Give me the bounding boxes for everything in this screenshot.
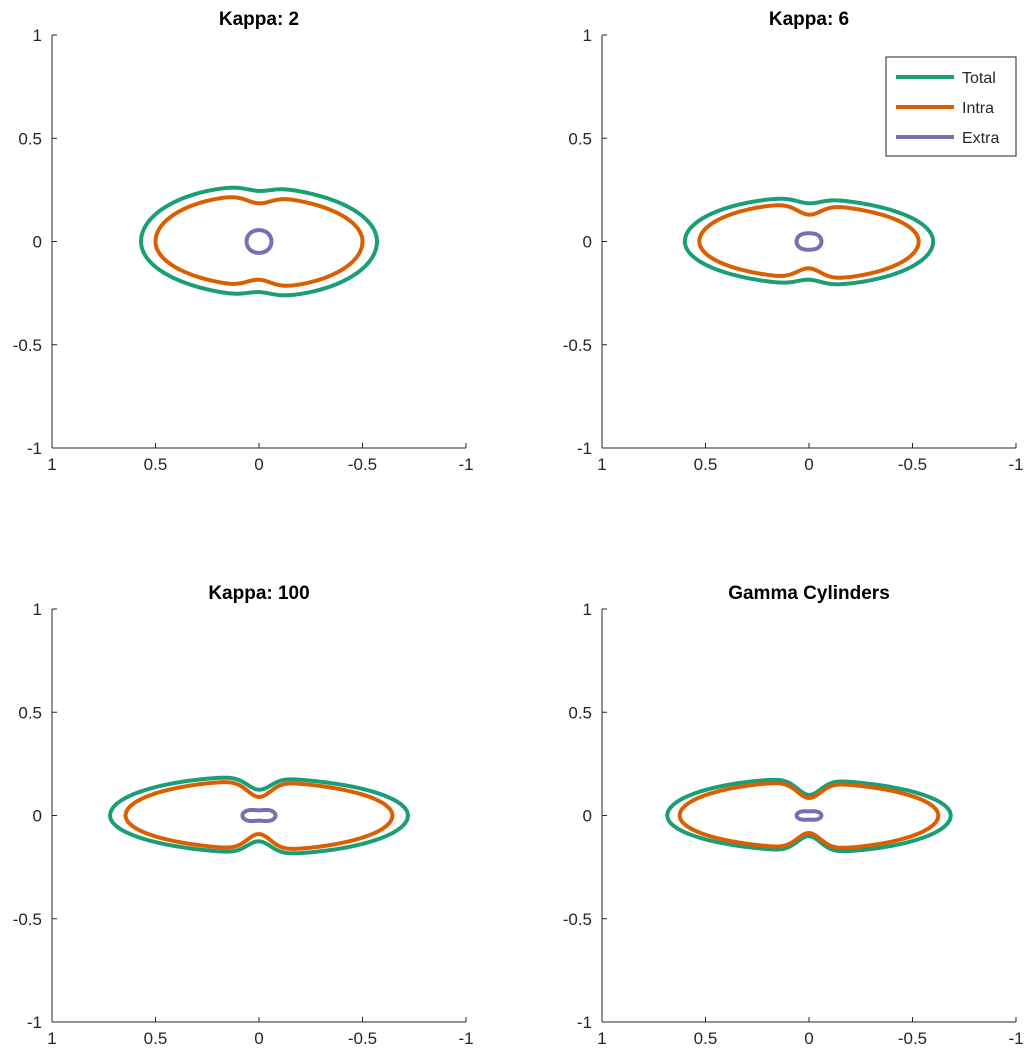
panel-kappa-100-series-extra xyxy=(240,807,278,824)
panel-kappa-2-series-intra xyxy=(153,195,365,288)
panel-kappa-100-x-tick-label: -0.5 xyxy=(348,1029,377,1048)
panel-kappa-100-y-tick-label: 0.5 xyxy=(18,703,42,722)
panel-gamma-cylinders-y-tick-label: 1 xyxy=(583,600,592,619)
panel-kappa-2-series-total xyxy=(139,185,379,298)
panel-gamma-cylinders-series-total xyxy=(665,777,953,854)
panel-gamma-cylinders-y-tick-label: -1 xyxy=(577,1013,592,1032)
panel-kappa-2: Kappa: 2 1 0.5 0 -0.5 -1 1 0.5 0 -0.5 -1 xyxy=(13,9,474,474)
panel-kappa-6-x-tick-label: 1 xyxy=(597,455,606,474)
panel-kappa-2-x-tick-label: 0 xyxy=(254,455,263,474)
panel-kappa-2-y-tick-label: -1 xyxy=(27,439,42,458)
panel-gamma-cylinders-y-tick-label: -0.5 xyxy=(563,910,592,929)
panel-gamma-cylinders-x-tick-label: -0.5 xyxy=(898,1029,927,1048)
panel-gamma-cylinders-y-tick-label: 0 xyxy=(583,807,592,826)
panel-gamma-cylinders-y-tick-label: 0.5 xyxy=(568,703,592,722)
panel-kappa-6: Kappa: 6 1 0.5 0 -0.5 -1 1 0.5 0 -0.5 -1 Total Intra… xyxy=(563,9,1024,474)
panel-kappa-2-x-tick-label: 0.5 xyxy=(144,455,168,474)
panel-kappa-6-title: Kappa: 6 xyxy=(769,9,849,30)
panel-kappa-2-y-tick-label: -0.5 xyxy=(13,336,42,355)
panel-kappa-2-y-tick-label: 1 xyxy=(33,26,42,45)
panel-kappa-6-y-tick-label: 1 xyxy=(583,26,592,45)
panel-gamma-cylinders-x-tick-label: -1 xyxy=(1008,1029,1023,1048)
panel-kappa-2-y-tick-label: 0.5 xyxy=(18,129,42,148)
panel-gamma-cylinders: Gamma Cylinders 1 0.5 0 -0.5 -1 1 0.5 0 -0.5 -1 xyxy=(563,583,1024,1048)
panel-kappa-6-series-intra xyxy=(697,203,921,280)
panel-kappa-100-y-tick-label: -0.5 xyxy=(13,910,42,929)
panel-kappa-100-title: Kappa: 100 xyxy=(208,583,309,604)
panel-kappa-6-x-tick-label: -0.5 xyxy=(898,455,927,474)
panel-kappa-100: Kappa: 100 1 0.5 0 -0.5 -1 1 0.5 0 -0.5 -1 xyxy=(13,583,474,1048)
panel-kappa-100-y-tick-label: 1 xyxy=(33,600,42,619)
panel-kappa-6-y-tick-label: -1 xyxy=(577,439,592,458)
panel-kappa-6-y-tick-label: 0.5 xyxy=(568,129,592,148)
panel-kappa-100-series-total xyxy=(107,775,411,856)
panel-kappa-2-series-extra xyxy=(244,228,274,255)
legend-label-extra: Extra xyxy=(962,130,999,147)
panel-gamma-cylinders-title: Gamma Cylinders xyxy=(728,583,890,604)
panel-kappa-6-legend: Total Intra Extra xyxy=(885,56,1017,157)
panel-kappa-100-y-tick-label: 0 xyxy=(33,807,42,826)
legend-label-intra: Intra xyxy=(962,100,994,117)
panel-kappa-6-x-tick-label: 0.5 xyxy=(694,455,718,474)
panel-kappa-2-y-tick-label: 0 xyxy=(33,233,42,252)
panel-gamma-cylinders-series-intra xyxy=(677,781,941,850)
panel-kappa-2-x-tick-label: -1 xyxy=(458,455,473,474)
panel-kappa-6-series-extra xyxy=(794,231,824,252)
panel-kappa-100-y-tick-label: -1 xyxy=(27,1013,42,1032)
panel-kappa-6-y-tick-label: -0.5 xyxy=(563,336,592,355)
panel-kappa-6-y-tick-label: 0 xyxy=(583,233,592,252)
panel-kappa-100-x-tick-label: 0 xyxy=(254,1029,263,1048)
panel-gamma-cylinders-x-tick-label: 1 xyxy=(597,1029,606,1048)
panel-kappa-6-x-tick-label: -1 xyxy=(1008,455,1023,474)
panel-gamma-cylinders-series-extra xyxy=(794,809,824,822)
panel-kappa-100-series-intra xyxy=(123,780,395,851)
panel-gamma-cylinders-x-tick-label: 0 xyxy=(804,1029,813,1048)
panel-kappa-2-title: Kappa: 2 xyxy=(219,9,299,30)
legend-label-total: Total xyxy=(962,70,996,87)
panel-kappa-6-x-tick-label: 0 xyxy=(804,455,813,474)
panel-kappa-2-x-tick-label: -0.5 xyxy=(348,455,377,474)
panel-gamma-cylinders-x-tick-label: 0.5 xyxy=(694,1029,718,1048)
panel-kappa-100-x-tick-label: 0.5 xyxy=(144,1029,168,1048)
panel-kappa-2-x-tick-label: 1 xyxy=(47,455,56,474)
panel-kappa-100-x-tick-label: -1 xyxy=(458,1029,473,1048)
panel-kappa-100-x-tick-label: 1 xyxy=(47,1029,56,1048)
panel-kappa-6-series-total xyxy=(682,196,936,287)
